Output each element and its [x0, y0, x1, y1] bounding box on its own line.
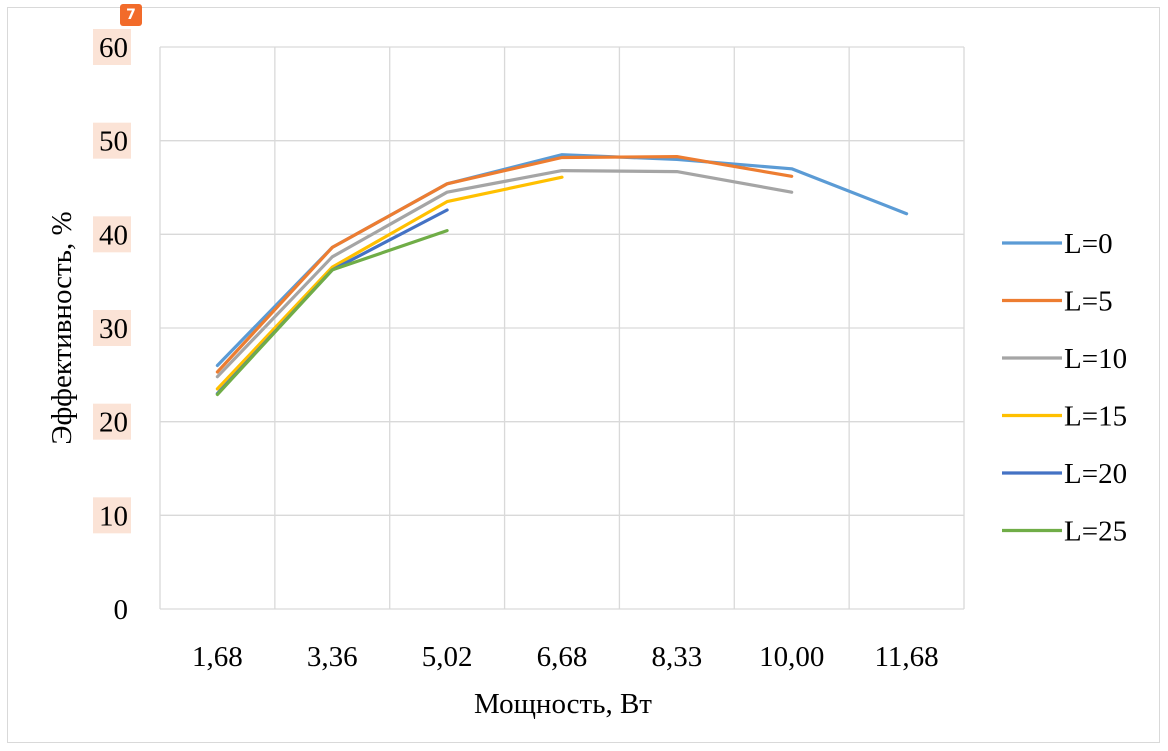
y-tick-highlight: [93, 29, 131, 65]
gridlines: [159, 46, 965, 610]
x-tick-label: 8,33: [651, 641, 702, 673]
series-line-l5: [215, 155, 794, 374]
y-tick-highlight: [93, 310, 131, 346]
x-tick-label: 6,68: [537, 641, 588, 673]
y-tick-label: 20: [99, 407, 128, 439]
series-line-l10: [215, 169, 794, 379]
legend-label: L=10: [1064, 343, 1127, 375]
series-line-l15: [215, 175, 564, 391]
series-lines: [215, 153, 909, 397]
y-tick-highlight: [93, 216, 131, 253]
legend: L=0 L=5 L=10 L=15 L=20 L=25: [1002, 228, 1127, 548]
x-axis-ticks: 1,68 3,36 5,02 6,68 8,33 10,00 11,68: [192, 641, 939, 673]
x-tick-label: 10,00: [759, 641, 824, 673]
y-tick-label: 10: [99, 500, 128, 532]
legend-label: L=20: [1064, 458, 1127, 490]
y-tick-highlight: [93, 497, 131, 534]
y-tick-label: 60: [99, 32, 128, 64]
chart-frame: [7, 7, 1160, 743]
y-tick-highlight: [93, 122, 131, 159]
y-axis-title: Эффективность, %: [46, 211, 78, 444]
page-number-badge: 7: [120, 4, 142, 26]
x-tick-label: 5,02: [422, 641, 473, 673]
x-tick-label: 1,68: [192, 641, 243, 673]
x-axis-title: Мощность, Вт: [474, 688, 652, 720]
y-tick-highlight: [93, 403, 131, 440]
legend-label: L=15: [1064, 401, 1127, 433]
y-tick-label: 0: [114, 594, 129, 626]
x-tick-label: 11,68: [874, 641, 938, 673]
x-tick-label: 3,36: [307, 641, 358, 673]
legend-label: L=5: [1064, 286, 1113, 318]
y-tick-label: 50: [99, 126, 128, 158]
series-line-l25: [215, 229, 449, 397]
y-axis-ticks: 0 10 20 30 40 50 60: [93, 29, 131, 626]
legend-label: L=25: [1064, 516, 1127, 548]
y-tick-label: 30: [99, 313, 128, 345]
y-tick-label: 40: [99, 219, 128, 251]
legend-label: L=0: [1064, 228, 1113, 260]
series-line-l20: [215, 208, 449, 396]
